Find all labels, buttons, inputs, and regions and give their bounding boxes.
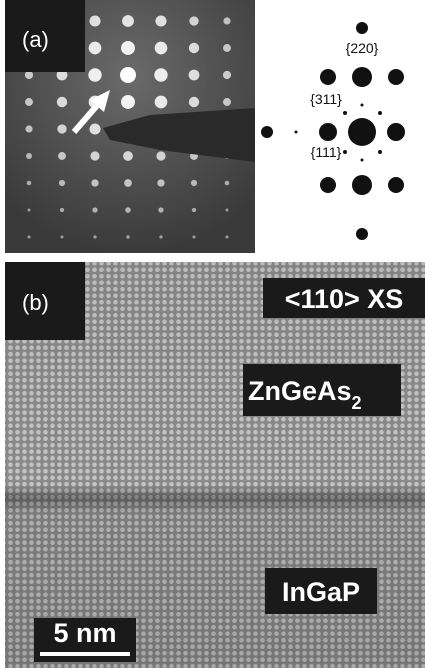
diffraction-spot <box>28 236 31 239</box>
diffraction-spot <box>89 15 100 26</box>
figure: (a) {220} {311} {111} (b) <110> XS ZnGeA… <box>0 0 425 668</box>
diffraction-spot <box>93 235 96 238</box>
panel-label: (b) <box>22 290 49 315</box>
diffraction-spot <box>121 95 135 109</box>
diffraction-spot <box>125 207 131 213</box>
film-name: ZnGeAs <box>248 376 352 406</box>
spot-label: {220} <box>346 40 379 56</box>
diffraction-spot <box>122 15 134 27</box>
diffraction-spot <box>124 179 132 187</box>
diffraction-spot <box>91 179 98 186</box>
spot-label: {311} <box>310 91 342 107</box>
diffraction-spot <box>226 209 229 212</box>
diffraction-spot <box>158 207 163 212</box>
orientation-label: <110> XS <box>285 284 404 314</box>
diffraction-spot <box>25 98 33 106</box>
film-subscript: 2 <box>352 393 362 413</box>
diffraction-spot <box>189 97 199 107</box>
diffraction-spot <box>223 71 231 79</box>
diffraction-image: (a) <box>5 0 255 253</box>
diffraction-spot <box>156 151 165 160</box>
diffraction-spot <box>25 125 32 132</box>
diffraction-spot <box>60 208 64 212</box>
diffraction-spot <box>121 41 135 55</box>
diffraction-spot <box>189 70 200 81</box>
diffraction-spot <box>225 181 230 186</box>
diffraction-spot <box>120 67 136 83</box>
diffraction-schematic: {220} {311} {111} <box>261 22 405 240</box>
diffraction-spot <box>223 44 231 52</box>
diffraction-spot <box>226 236 229 239</box>
diffraction-spot <box>155 96 168 109</box>
diffraction-spot <box>89 42 102 55</box>
diffraction-spot <box>193 236 196 239</box>
diffraction-spot <box>58 152 66 160</box>
diffraction-spot <box>155 42 168 55</box>
hrtem-image: (b) <110> XS ZnGeAs2 InGaP 5 nm <box>5 262 425 668</box>
diffraction-spot <box>192 208 196 212</box>
scale-bar-label: 5 nm <box>53 618 116 648</box>
diffraction-spot <box>155 15 166 26</box>
diffraction-spot <box>90 151 99 160</box>
diffraction-spot <box>59 180 65 186</box>
diffraction-spot <box>189 43 199 53</box>
diffraction-spot <box>88 68 101 81</box>
diffraction-spot <box>123 151 133 161</box>
diffraction-spot <box>28 209 31 212</box>
diffraction-spot <box>126 235 130 239</box>
diffraction-spot <box>26 153 32 159</box>
diffraction-spot <box>159 235 162 238</box>
diffraction-spot <box>191 180 197 186</box>
diffraction-spot <box>189 16 198 25</box>
diffraction-spot <box>223 98 231 106</box>
diffraction-spot <box>92 207 97 212</box>
diffraction-spot <box>57 97 67 107</box>
diffraction-spot <box>57 124 66 133</box>
diffraction-spot <box>27 181 32 186</box>
substrate-label: InGaP <box>282 577 360 607</box>
diffraction-spot <box>223 17 230 24</box>
diffraction-spot <box>154 68 167 81</box>
diffraction-spot <box>25 71 33 79</box>
spot-label: {111} <box>311 144 342 160</box>
diffraction-spot <box>157 179 164 186</box>
panel-label: (a) <box>22 27 49 52</box>
diffraction-spot <box>89 123 100 134</box>
diffraction-spot <box>61 236 64 239</box>
